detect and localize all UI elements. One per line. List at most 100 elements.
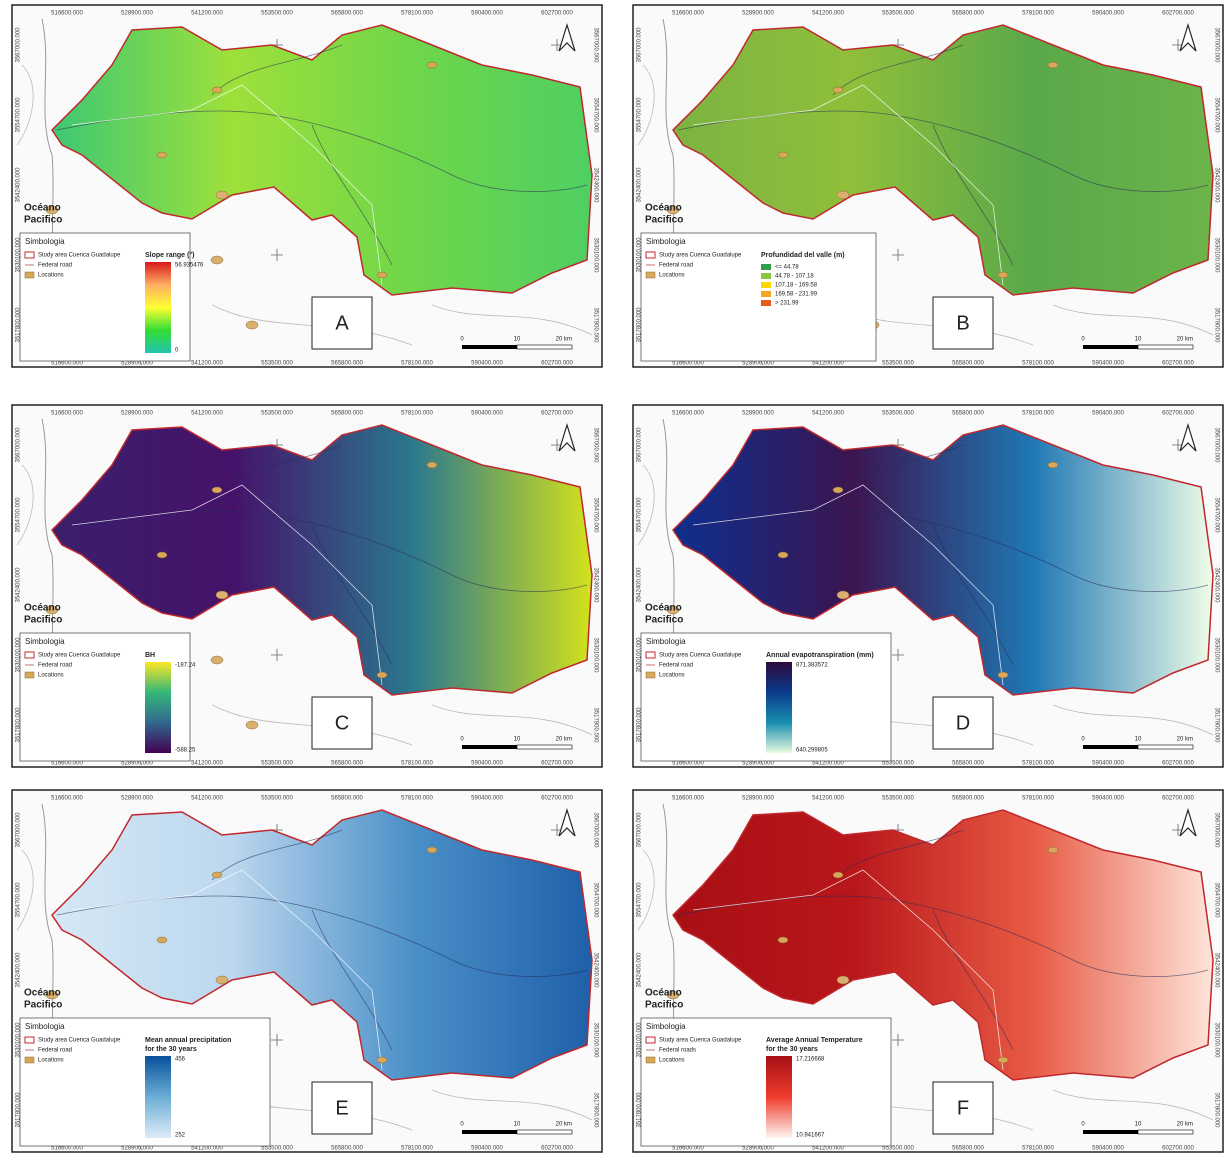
legend-title: Slope range (°) — [145, 251, 194, 259]
x-coordinate-label: 578100.000 — [1022, 411, 1054, 417]
x-coordinate-label: 565800.000 — [952, 411, 984, 417]
legend-min: 10.941667 — [796, 1133, 825, 1139]
x-coordinate-label: 578100.000 — [401, 1146, 433, 1152]
ocean-label: Océano — [24, 203, 61, 214]
location — [778, 552, 788, 558]
location — [427, 847, 437, 853]
legend-item: Study area Cuenca Guadalupe — [659, 653, 742, 659]
location — [833, 87, 843, 93]
y-coordinate-label: 3517800.000 — [1213, 707, 1219, 743]
x-coordinate-label: 553500.000 — [882, 11, 914, 17]
x-coordinate-label: 541200.000 — [812, 796, 844, 802]
y-coordinate-label: 3567000.000 — [16, 427, 22, 463]
x-coordinate-label: 516600.000 — [672, 361, 704, 367]
y-coordinate-label: 3567000.000 — [1213, 812, 1219, 848]
map-panel: 516600.000516600.000528900.000528900.000… — [12, 5, 602, 367]
x-coordinate-label: 541200.000 — [812, 761, 844, 767]
legend-ramp — [766, 1056, 792, 1138]
scale-bar — [1138, 1130, 1193, 1134]
y-coordinate-label: 3542400.000 — [16, 567, 22, 603]
scale-label: 20 km — [1177, 737, 1193, 743]
location — [212, 87, 222, 93]
x-coordinate-label: 578100.000 — [401, 411, 433, 417]
y-coordinate-label: 3554700.000 — [16, 497, 22, 533]
scale-label: 20 km — [556, 737, 572, 743]
scale-label: 10 — [514, 737, 521, 743]
location — [833, 872, 843, 878]
location — [778, 937, 788, 943]
y-coordinate-label: 3542400.000 — [16, 952, 22, 988]
x-coordinate-label: 553500.000 — [882, 361, 914, 367]
x-coordinate-label: 516600.000 — [672, 11, 704, 17]
x-coordinate-label: 553500.000 — [261, 411, 293, 417]
x-coordinate-label: 528900.000 — [121, 361, 153, 367]
y-coordinate-label: 3554700.000 — [1213, 882, 1219, 918]
scale-label: 20 km — [556, 1122, 572, 1128]
x-coordinate-label: 578100.000 — [1022, 11, 1054, 17]
legend-class-label: 44.78 - 107.18 — [775, 274, 814, 280]
x-coordinate-label: 553500.000 — [261, 796, 293, 802]
location — [212, 487, 222, 493]
y-coordinate-label: 3542400.000 — [637, 167, 643, 203]
x-coordinate-label: 578100.000 — [1022, 761, 1054, 767]
x-coordinate-label: 565800.000 — [952, 11, 984, 17]
x-coordinate-label: 590400.000 — [1092, 411, 1124, 417]
x-coordinate-label: 541200.000 — [191, 11, 223, 17]
x-coordinate-label: 590400.000 — [1092, 1146, 1124, 1152]
map-panel: 516600.000516600.000528900.000528900.000… — [12, 790, 602, 1152]
legend-max: 56.935476 — [175, 263, 204, 269]
x-coordinate-label: 541200.000 — [191, 411, 223, 417]
x-coordinate-label: 553500.000 — [882, 761, 914, 767]
x-coordinate-label: 602700.000 — [1162, 796, 1194, 802]
scale-bar — [517, 1130, 572, 1134]
ocean-label: Océano — [645, 988, 682, 999]
scale-bar — [1083, 345, 1138, 349]
x-coordinate-label: 590400.000 — [1092, 796, 1124, 802]
x-coordinate-label: 516600.000 — [51, 1146, 83, 1152]
ocean-label: Océano — [24, 988, 61, 999]
legend-item: Study area Cuenca Guadalupe — [659, 1038, 742, 1044]
x-coordinate-label: 516600.000 — [51, 11, 83, 17]
location — [833, 487, 843, 493]
panel-letter: D — [956, 712, 970, 734]
island — [837, 191, 849, 199]
x-coordinate-label: 565800.000 — [331, 1146, 363, 1152]
x-coordinate-label: 516600.000 — [51, 411, 83, 417]
location — [1048, 847, 1058, 853]
x-coordinate-label: 516600.000 — [672, 1146, 704, 1152]
x-coordinate-label: 516600.000 — [51, 361, 83, 367]
x-coordinate-label: 553500.000 — [882, 1146, 914, 1152]
ocean-label: Océano — [24, 603, 61, 614]
y-coordinate-label: 3554700.000 — [637, 97, 643, 133]
ocean-label: Pacifico — [24, 615, 62, 626]
y-coordinate-label: 3517800.000 — [1213, 1092, 1219, 1128]
x-coordinate-label: 516600.000 — [672, 411, 704, 417]
ocean-label: Océano — [645, 603, 682, 614]
y-coordinate-label: 3567000.000 — [592, 427, 598, 463]
ocean-label: Pacifico — [645, 615, 683, 626]
panel-letter: A — [335, 312, 349, 334]
scale-bar — [462, 345, 517, 349]
x-coordinate-label: 541200.000 — [812, 361, 844, 367]
location — [998, 672, 1008, 678]
legend-symbol — [25, 672, 34, 678]
legend-item: Federal road — [38, 663, 72, 669]
y-coordinate-label: 3567000.000 — [1213, 27, 1219, 63]
x-coordinate-label: 541200.000 — [191, 761, 223, 767]
x-coordinate-label: 565800.000 — [331, 11, 363, 17]
x-coordinate-label: 516600.000 — [51, 761, 83, 767]
location — [157, 552, 167, 558]
x-coordinate-label: 578100.000 — [401, 761, 433, 767]
y-coordinate-label: 3554700.000 — [637, 497, 643, 533]
ocean-label: Océano — [645, 203, 682, 214]
legend-ramp — [145, 662, 171, 753]
x-coordinate-label: 602700.000 — [541, 796, 573, 802]
x-coordinate-label: 541200.000 — [812, 1146, 844, 1152]
legend-item: Locations — [659, 273, 685, 279]
scale-bar — [1083, 745, 1138, 749]
legend-title: for the 30 years — [145, 1046, 197, 1053]
x-coordinate-label: 528900.000 — [742, 761, 774, 767]
figure: 516600.000 516600.000 528900.000 528900.000… — [0, 0, 1226, 1153]
legend-title: for the 30 years — [766, 1046, 818, 1053]
x-coordinate-label: 528900.000 — [742, 11, 774, 17]
